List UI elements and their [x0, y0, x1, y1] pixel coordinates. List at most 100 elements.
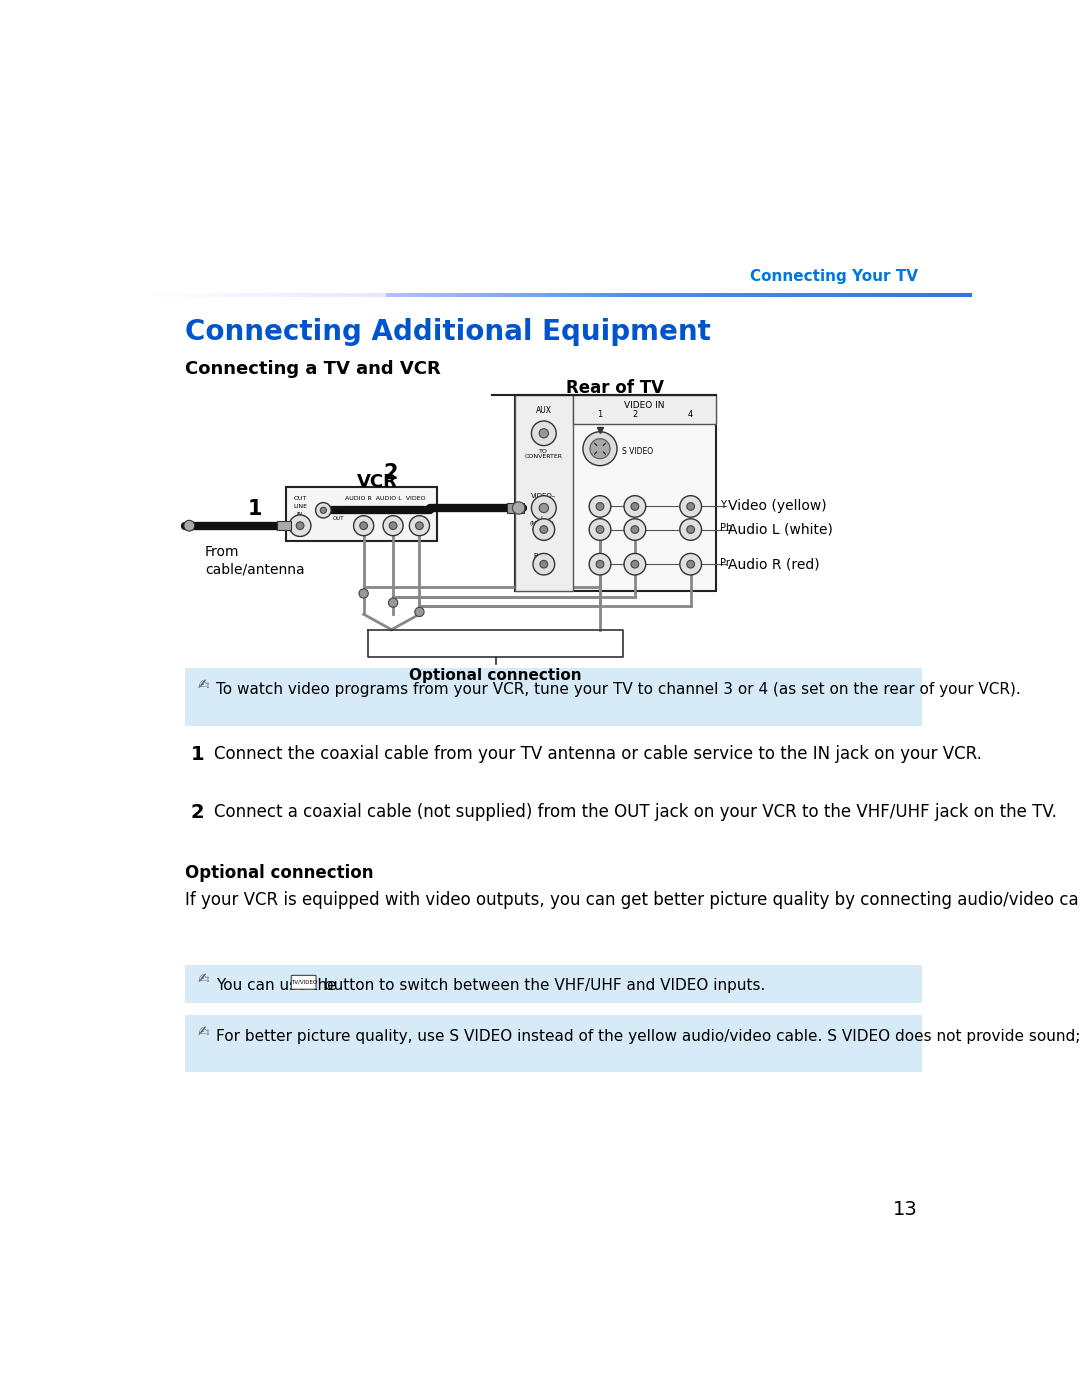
Text: TV/VIDEO: TV/VIDEO: [291, 979, 316, 985]
Bar: [939, 293, 944, 298]
Bar: [193, 293, 199, 298]
Circle shape: [415, 608, 424, 616]
Circle shape: [624, 496, 646, 517]
Bar: [838, 293, 843, 298]
Bar: [340, 293, 345, 298]
Circle shape: [540, 525, 548, 534]
Bar: [767, 293, 772, 298]
Bar: [575, 293, 579, 298]
Bar: [947, 293, 951, 298]
Bar: [842, 293, 847, 298]
Circle shape: [583, 432, 617, 465]
Text: Connect a coaxial cable (not supplied) from the OUT jack on your VCR to the VHF/: Connect a coaxial cable (not supplied) f…: [214, 803, 1057, 821]
Bar: [696, 293, 701, 298]
Bar: [399, 293, 404, 298]
Bar: [796, 293, 801, 298]
Bar: [675, 293, 679, 298]
Bar: [679, 293, 684, 298]
Text: Rear of TV: Rear of TV: [567, 380, 664, 397]
Bar: [704, 293, 710, 298]
Bar: [579, 293, 583, 298]
Bar: [387, 293, 391, 298]
Circle shape: [409, 515, 430, 535]
Bar: [654, 293, 659, 298]
Bar: [532, 293, 538, 298]
Circle shape: [631, 503, 638, 510]
Circle shape: [184, 520, 194, 531]
Bar: [332, 293, 337, 298]
Bar: [713, 293, 717, 298]
Bar: [365, 293, 370, 298]
Bar: [658, 293, 663, 298]
Bar: [671, 293, 676, 298]
Bar: [361, 293, 366, 298]
Text: Audio L (white): Audio L (white): [728, 522, 833, 536]
Text: Connecting Additional Equipment: Connecting Additional Equipment: [186, 317, 712, 346]
Circle shape: [359, 588, 368, 598]
Circle shape: [532, 518, 555, 541]
Bar: [323, 293, 328, 298]
Bar: [428, 293, 433, 298]
Bar: [495, 293, 500, 298]
Text: 4: 4: [688, 411, 693, 419]
Bar: [276, 521, 291, 531]
Bar: [733, 293, 739, 298]
Circle shape: [687, 503, 694, 510]
Bar: [411, 293, 416, 298]
Bar: [515, 395, 716, 591]
Text: 13: 13: [893, 1200, 918, 1218]
Bar: [541, 293, 545, 298]
Bar: [847, 293, 851, 298]
Bar: [248, 293, 253, 298]
Text: Video (yellow): Video (yellow): [728, 500, 826, 514]
Circle shape: [531, 420, 556, 446]
Bar: [423, 293, 429, 298]
Bar: [215, 293, 219, 298]
Text: Y: Y: [720, 500, 726, 510]
Bar: [896, 293, 902, 298]
Bar: [914, 293, 918, 298]
Bar: [507, 503, 524, 513]
Text: 1: 1: [248, 499, 262, 518]
Bar: [629, 293, 634, 298]
Bar: [738, 293, 743, 298]
Circle shape: [389, 522, 397, 529]
Bar: [186, 964, 921, 1003]
Bar: [151, 293, 157, 298]
Bar: [922, 293, 927, 298]
Circle shape: [360, 522, 367, 529]
Text: Pb: Pb: [720, 522, 732, 534]
Bar: [218, 293, 224, 298]
Text: AUDIO R  AUDIO L  VIDEO: AUDIO R AUDIO L VIDEO: [345, 496, 426, 502]
Bar: [959, 293, 964, 298]
Bar: [307, 293, 311, 298]
Bar: [273, 293, 278, 298]
Bar: [285, 293, 291, 298]
Bar: [788, 293, 793, 298]
Text: VIDEO–: VIDEO–: [531, 493, 556, 499]
Bar: [951, 293, 956, 298]
Circle shape: [624, 518, 646, 541]
Bar: [758, 293, 764, 298]
Bar: [278, 293, 282, 298]
Circle shape: [590, 496, 611, 517]
Text: IN: IN: [297, 511, 303, 517]
Bar: [186, 293, 190, 298]
Bar: [432, 293, 437, 298]
Circle shape: [512, 502, 525, 514]
Text: Connect the coaxial cable from your TV antenna or cable service to the IN jack o: Connect the coaxial cable from your TV a…: [214, 745, 982, 763]
Text: LINE: LINE: [293, 504, 307, 509]
Bar: [762, 293, 768, 298]
Bar: [202, 293, 207, 298]
Bar: [436, 293, 442, 298]
Circle shape: [416, 522, 423, 529]
Bar: [784, 293, 788, 298]
Bar: [968, 293, 973, 298]
Bar: [825, 293, 831, 298]
Bar: [390, 293, 395, 298]
Bar: [336, 293, 341, 298]
Bar: [206, 293, 211, 298]
Bar: [189, 293, 194, 298]
Bar: [222, 293, 228, 298]
Text: Pr: Pr: [720, 557, 730, 567]
